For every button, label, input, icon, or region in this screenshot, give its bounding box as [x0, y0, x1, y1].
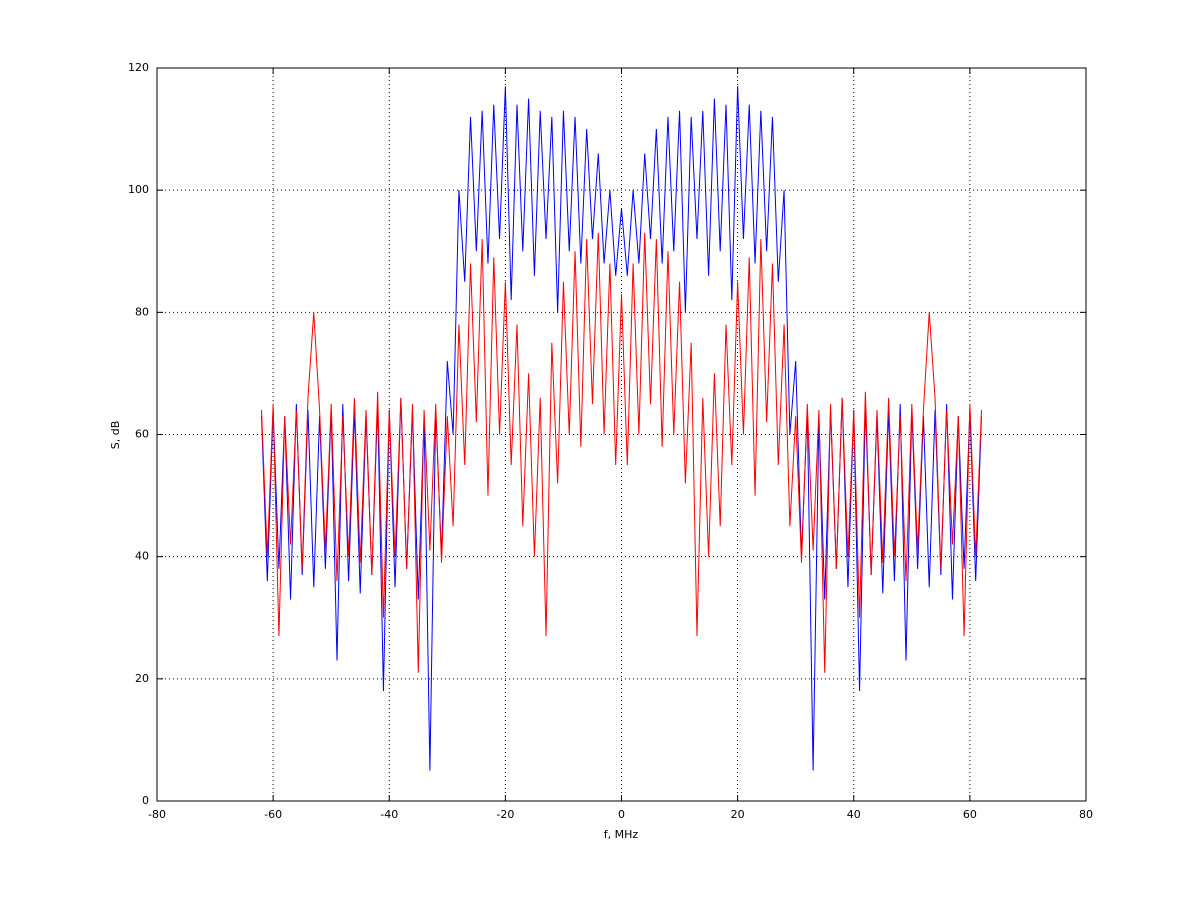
y-tick-label: 120: [128, 61, 149, 74]
y-tick-label: 80: [135, 305, 149, 318]
y-tick-label: 20: [135, 672, 149, 685]
x-tick-label: 80: [1079, 808, 1093, 821]
x-axis-label: f, MHz: [604, 828, 639, 841]
y-tick-label: 0: [142, 794, 149, 807]
x-tick-label: -60: [264, 808, 282, 821]
x-tick-label: -20: [496, 808, 514, 821]
x-tick-label: 20: [731, 808, 745, 821]
x-tick-label: 60: [963, 808, 977, 821]
series-line: [261, 86, 982, 771]
plot-frame: [156, 67, 1087, 802]
x-tick-label: 0: [618, 808, 625, 821]
x-tick-label: -40: [380, 808, 398, 821]
y-tick-label: 40: [135, 550, 149, 563]
x-tick-label: -80: [148, 808, 166, 821]
y-axis-label: S, dB: [109, 421, 122, 450]
series-line: [261, 232, 982, 673]
x-tick-label: 40: [847, 808, 861, 821]
y-tick-label: 100: [128, 183, 149, 196]
y-tick-label: 60: [135, 428, 149, 441]
